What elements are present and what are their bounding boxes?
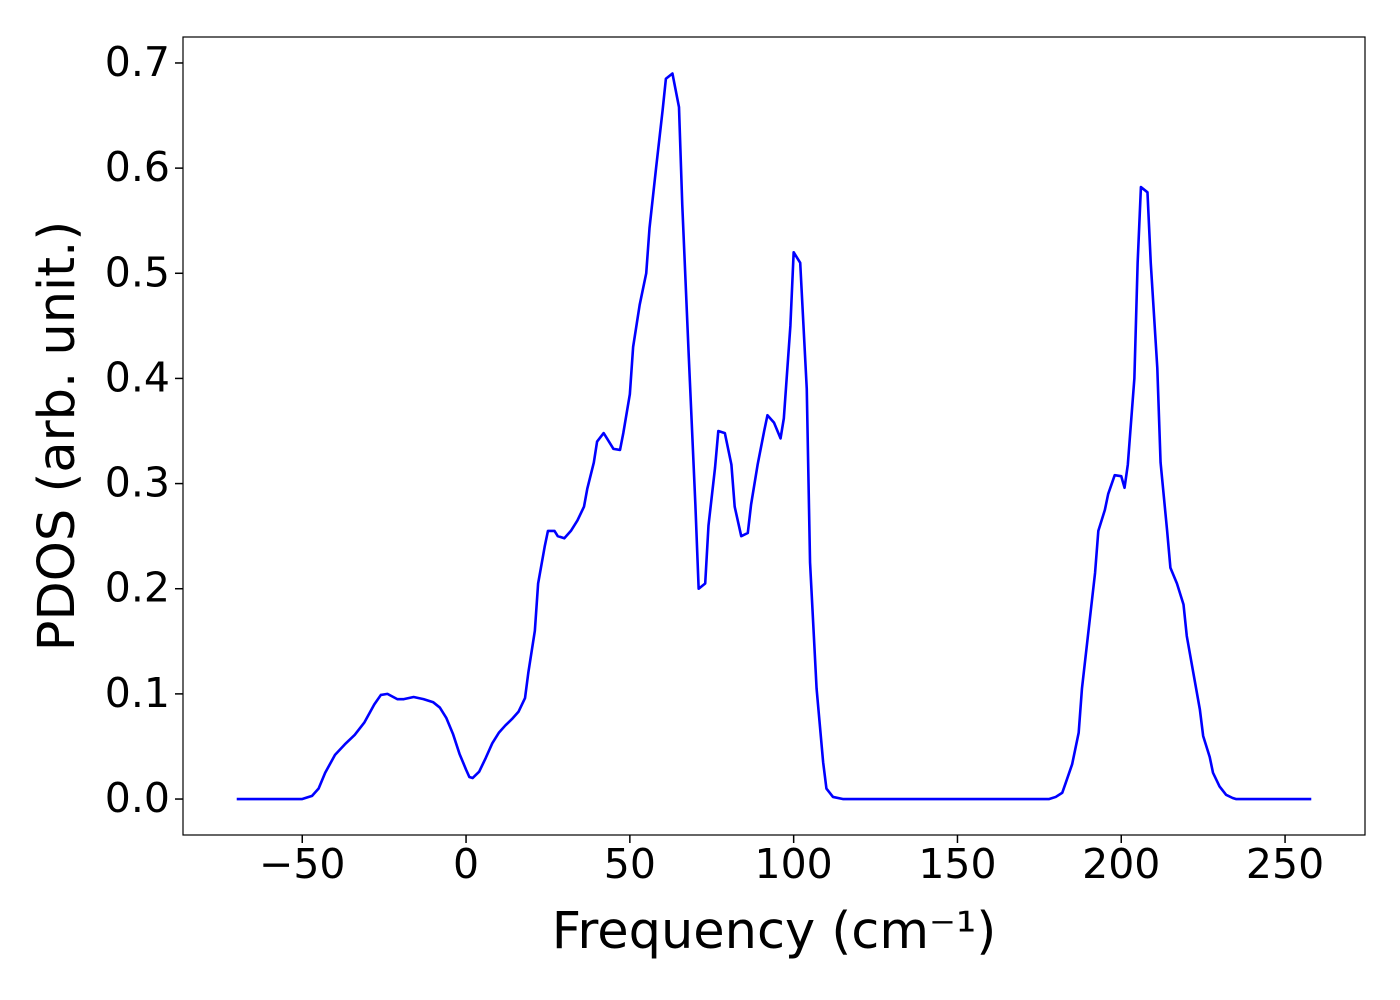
y-tick-label: 0.1 — [105, 669, 170, 717]
y-tick-label: 0.6 — [105, 143, 170, 191]
data-line — [236, 72, 1312, 801]
y-tick-label: 0.0 — [105, 774, 170, 822]
x-tick-label: 50 — [604, 840, 656, 888]
x-tick-label: 200 — [1082, 840, 1160, 888]
y-tick-label: 0.2 — [105, 564, 170, 612]
x-tick-label: 250 — [1246, 840, 1324, 888]
y-tick-label: 0.7 — [105, 38, 170, 86]
x-tick-label: 100 — [755, 840, 833, 888]
plot-frame — [182, 36, 1366, 836]
x-tick-label: 150 — [918, 840, 996, 888]
y-tick-label: 0.3 — [105, 459, 170, 507]
x-tick-label: 0 — [453, 840, 479, 888]
y-tick-label: 0.4 — [105, 353, 170, 401]
x-tick-label: −50 — [259, 840, 346, 888]
x-axis-label: Frequency (cm⁻¹) — [552, 902, 997, 961]
y-axis-label: PDOS (arb. unit.) — [28, 221, 87, 652]
y-tick-label: 0.5 — [105, 248, 170, 296]
